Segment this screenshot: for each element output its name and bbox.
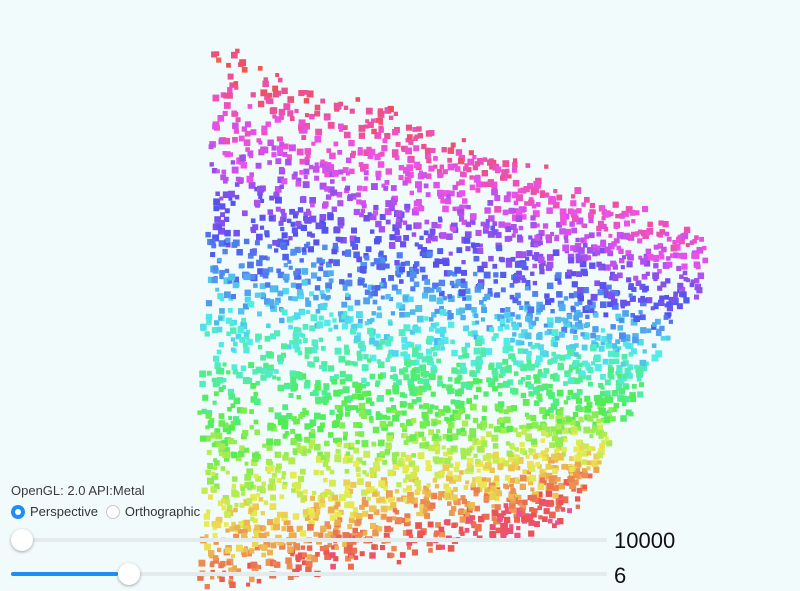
count-slider-track[interactable]: [11, 538, 607, 542]
orthographic-radio[interactable]: Orthographic: [105, 504, 201, 519]
perspective-radio[interactable]: Perspective: [11, 504, 98, 519]
perspective-label: Perspective: [30, 504, 98, 519]
projection-radio-group: Perspective Orthographic: [11, 504, 208, 519]
size-slider-fill: [11, 572, 119, 576]
size-slider-track[interactable]: [11, 572, 607, 576]
radio-checked-icon[interactable]: [11, 504, 25, 519]
size-slider[interactable]: [11, 560, 607, 588]
api-info-label: OpenGL: 2.0 API:Metal: [11, 483, 145, 498]
size-value: 6: [614, 563, 627, 588]
count-slider[interactable]: [11, 526, 607, 554]
size-slider-thumb[interactable]: [118, 563, 141, 585]
count-slider-thumb[interactable]: [11, 529, 33, 551]
count-value: 10000: [614, 528, 676, 553]
radio-unchecked-icon[interactable]: [105, 504, 120, 519]
orthographic-label: Orthographic: [124, 504, 201, 519]
